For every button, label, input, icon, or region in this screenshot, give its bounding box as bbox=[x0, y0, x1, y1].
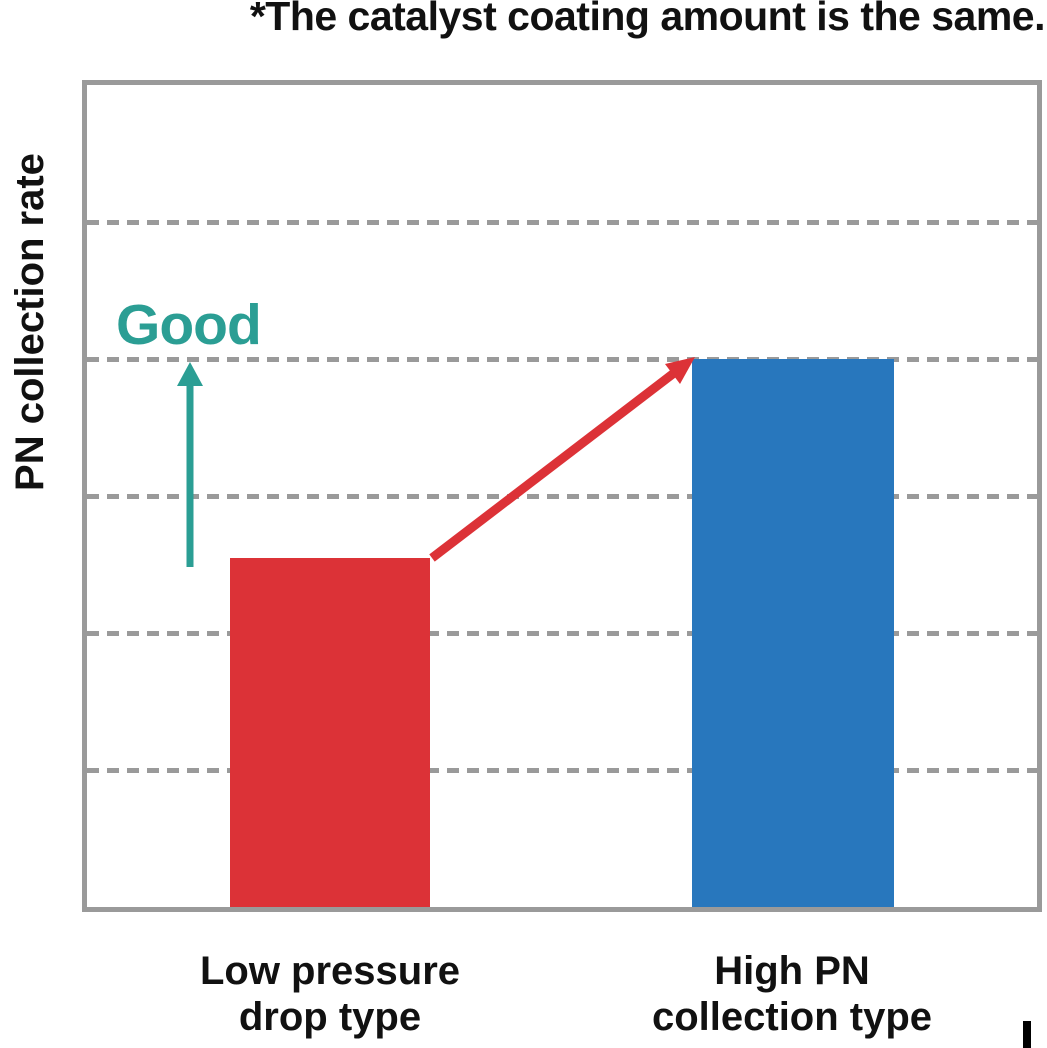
y-axis-label: PN collection rate bbox=[8, 153, 52, 491]
x-label-low-pressure-drop-type: Low pressure drop type bbox=[199, 949, 461, 1039]
chart-title: *The catalyst coating amount is the same… bbox=[249, 0, 1046, 39]
corner-tick-mark bbox=[1023, 1021, 1031, 1048]
gridline bbox=[87, 494, 1037, 499]
good-annotation-label: Good bbox=[116, 293, 262, 357]
plot-area bbox=[82, 80, 1042, 912]
gridline bbox=[87, 767, 1037, 773]
gridline bbox=[87, 220, 1037, 225]
gridline bbox=[87, 631, 1037, 636]
gridline bbox=[87, 356, 1037, 362]
plot-grid bbox=[87, 85, 1037, 907]
x-label-high-pn-collection-type: High PN collection type bbox=[651, 949, 933, 1039]
bar-low-pressure-drop-type bbox=[229, 557, 430, 907]
bar-high-pn-collection-type bbox=[692, 359, 894, 907]
